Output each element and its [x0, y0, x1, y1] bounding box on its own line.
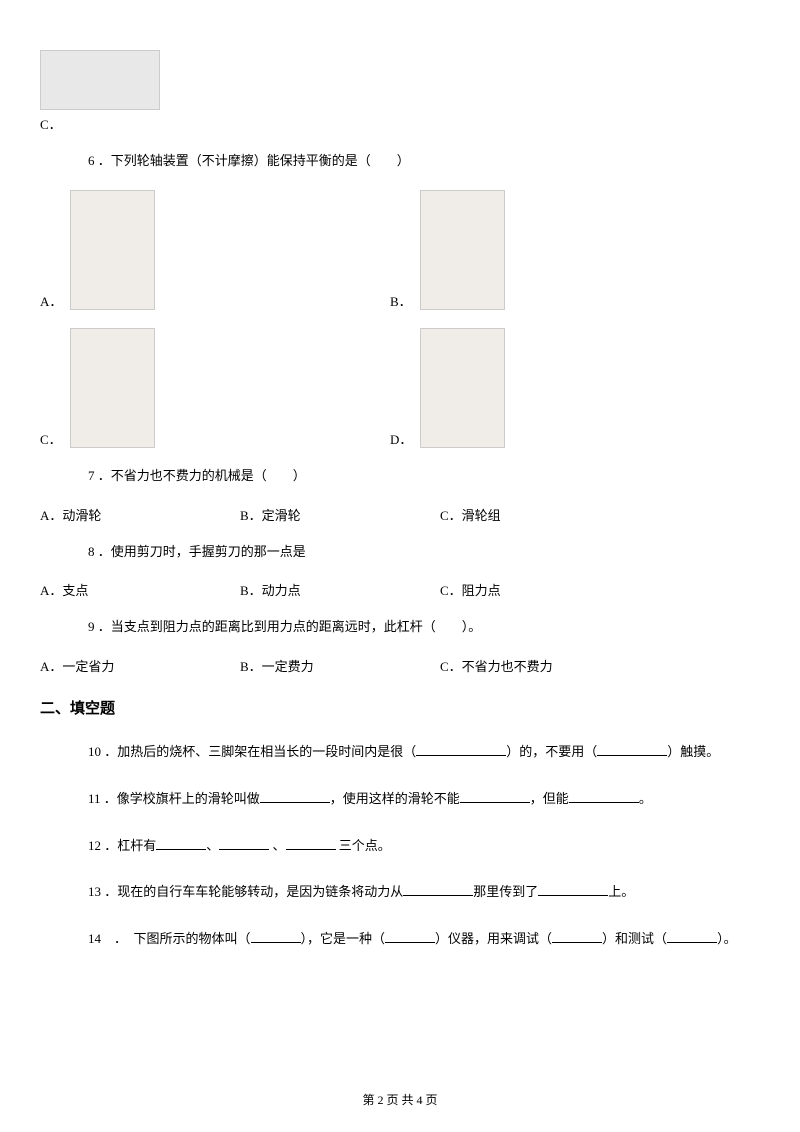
q7-option-c: C．滑轮组 [440, 505, 640, 524]
section-2-title: 二、填空题 [40, 697, 760, 718]
question-10: 10 ．加热后的烧杯、三脚架在相当长的一段时间内是很（ ）的，不要用（ ）触摸。 [40, 740, 760, 765]
question-7-text: 7 ．不省力也不费力的机械是（ ） [40, 466, 760, 487]
q13-blank-1 [403, 882, 473, 896]
question-13: 13 ．现在的自行车车轮能够转动，是因为链条将动力从 那里传到了 上。 [40, 880, 760, 905]
question-14: 14 ． 下图所示的物体叫（ ），它是一种（ ）仪器，用来调试（ ）和测试（ ）。 [40, 927, 760, 952]
q12-blank-3 [286, 836, 336, 850]
q14-p1: 14 ． 下图所示的物体叫（ [88, 931, 251, 946]
question-6-text: 6 ．下列轮轴装置（不计摩擦）能保持平衡的是（ ） [40, 151, 760, 172]
pulley-image-b [420, 190, 505, 310]
q8-option-c: C．阻力点 [440, 580, 640, 599]
q14-p5: ）。 [717, 931, 737, 946]
q14-p3: ）仪器，用来调试（ [435, 931, 552, 946]
page-footer: 第 2 页 共 4 页 [0, 1091, 800, 1108]
q12-p4: 三个点。 [336, 838, 391, 853]
q13-blank-2 [538, 882, 608, 896]
pliers-hand-image [40, 50, 160, 110]
q9-option-c: C．不省力也不费力 [440, 656, 640, 675]
q12-p2: 、 [206, 838, 219, 853]
q10-pre: 10 ．加热后的烧杯、三脚架在相当长的一段时间内是很（ [88, 744, 416, 759]
q7-option-b: B．定滑轮 [240, 505, 440, 524]
q6-options-row1: A． B． [40, 190, 760, 310]
q8-options: A．支点 B．动力点 C．阻力点 [40, 580, 760, 599]
q10-post: ）触摸。 [667, 744, 719, 759]
q6-option-d-label: D． [390, 429, 412, 448]
question-12: 12 ．杠杆有 、 、 三个点。 [40, 834, 760, 859]
q11-p3: ，但能 [530, 791, 569, 806]
q9-option-b: B．一定费力 [240, 656, 440, 675]
q13-p3: 上。 [608, 884, 634, 899]
q13-p1: 13 ．现在的自行车车轮能够转动，是因为链条将动力从 [88, 884, 403, 899]
q5-option-c-image [40, 50, 760, 110]
q12-p3: 、 [269, 838, 285, 853]
q7-options: A．动滑轮 B．定滑轮 C．滑轮组 [40, 505, 760, 524]
q6-options-row2: C． D． [40, 328, 760, 448]
q14-p2: ），它是一种（ [301, 931, 386, 946]
question-9-text: 9 ．当支点到阻力点的距离比到用力点的距离远时，此杠杆（ ）。 [40, 617, 760, 638]
q12-blank-1 [156, 836, 206, 850]
pulley-image-c [70, 328, 155, 448]
q12-blank-2 [219, 836, 269, 850]
q8-option-a: A．支点 [40, 580, 240, 599]
q14-blank-4 [667, 929, 717, 943]
q14-blank-2 [385, 929, 435, 943]
q14-blank-3 [552, 929, 602, 943]
pulley-image-d [420, 328, 505, 448]
q10-blank-2 [597, 742, 667, 756]
pulley-image-a [70, 190, 155, 310]
q11-p1: 11 ．像学校旗杆上的滑轮叫做 [88, 791, 260, 806]
q11-blank-1 [260, 789, 330, 803]
q9-option-a: A．一定省力 [40, 656, 240, 675]
q11-p4: 。 [639, 791, 652, 806]
q7-option-a: A．动滑轮 [40, 505, 240, 524]
q10-mid: ）的，不要用（ [506, 744, 597, 759]
q5-option-c-label: C． [40, 114, 760, 133]
q8-option-b: B．动力点 [240, 580, 440, 599]
question-8-text: 8 ．使用剪刀时，手握剪刀的那一点是 [40, 542, 760, 563]
q11-p2: ，使用这样的滑轮不能 [330, 791, 460, 806]
q6-option-c-label: C． [40, 429, 62, 448]
q11-blank-2 [460, 789, 530, 803]
q14-p4: ）和测试（ [602, 931, 667, 946]
q14-blank-1 [251, 929, 301, 943]
q9-options: A．一定省力 B．一定费力 C．不省力也不费力 [40, 656, 760, 675]
q13-p2: 那里传到了 [473, 884, 538, 899]
q11-blank-3 [569, 789, 639, 803]
q6-option-a-label: A． [40, 291, 62, 310]
q6-option-b-label: B． [390, 291, 412, 310]
question-11: 11 ．像学校旗杆上的滑轮叫做 ，使用这样的滑轮不能 ，但能 。 [40, 787, 760, 812]
q12-p1: 12 ．杠杆有 [88, 838, 156, 853]
q10-blank-1 [416, 742, 506, 756]
